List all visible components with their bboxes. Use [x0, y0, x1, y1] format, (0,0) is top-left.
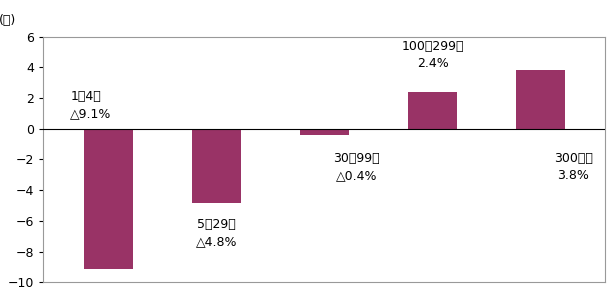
Bar	[516, 70, 565, 129]
Text: 300以上
3.8%: 300以上 3.8%	[554, 152, 593, 182]
Bar	[300, 129, 349, 135]
Text: 1〜4人
△9.1%: 1〜4人 △9.1%	[70, 90, 112, 120]
Text: 5〜29人
△4.8%: 5〜29人 △4.8%	[196, 218, 237, 248]
Bar	[408, 92, 457, 129]
Text: 30〜99人
△0.4%: 30〜99人 △0.4%	[334, 152, 380, 182]
Text: 100〜299人
2.4%: 100〜299人 2.4%	[401, 40, 464, 70]
Bar	[84, 129, 133, 268]
Text: (％): (％)	[0, 14, 16, 27]
Bar	[192, 129, 241, 202]
